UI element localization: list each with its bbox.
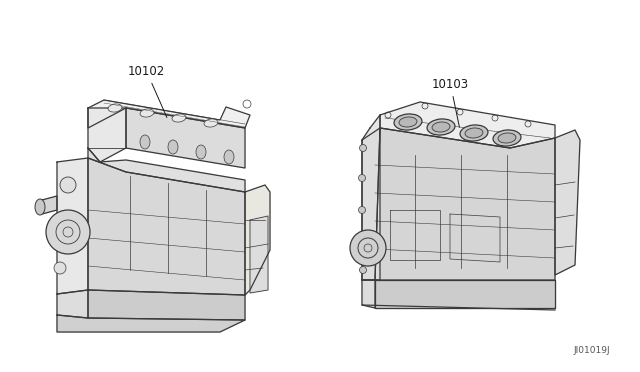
Polygon shape: [88, 158, 245, 295]
Ellipse shape: [465, 128, 483, 138]
Ellipse shape: [498, 133, 516, 143]
Ellipse shape: [196, 145, 206, 159]
Polygon shape: [57, 315, 245, 332]
Ellipse shape: [427, 119, 455, 135]
Circle shape: [54, 262, 66, 274]
Ellipse shape: [172, 114, 186, 122]
Polygon shape: [57, 290, 88, 318]
Circle shape: [358, 174, 365, 182]
Circle shape: [350, 230, 386, 266]
Polygon shape: [375, 128, 555, 280]
Polygon shape: [88, 148, 245, 192]
Ellipse shape: [460, 125, 488, 141]
Polygon shape: [362, 280, 375, 308]
Ellipse shape: [204, 119, 218, 127]
Text: JI01019J: JI01019J: [573, 346, 610, 355]
Polygon shape: [88, 108, 126, 162]
Circle shape: [46, 210, 90, 254]
Polygon shape: [88, 290, 245, 320]
Polygon shape: [88, 100, 250, 128]
Polygon shape: [380, 102, 555, 148]
Ellipse shape: [432, 122, 450, 132]
Ellipse shape: [399, 117, 417, 127]
Polygon shape: [126, 108, 245, 168]
Circle shape: [60, 177, 76, 193]
Polygon shape: [250, 216, 268, 293]
Polygon shape: [375, 280, 555, 308]
Ellipse shape: [140, 135, 150, 149]
Polygon shape: [245, 185, 270, 295]
Circle shape: [360, 144, 367, 151]
Polygon shape: [362, 128, 380, 280]
Ellipse shape: [35, 199, 45, 215]
Ellipse shape: [108, 104, 122, 112]
Polygon shape: [57, 158, 88, 294]
Polygon shape: [555, 130, 580, 275]
Circle shape: [360, 266, 367, 273]
Text: 10103: 10103: [432, 78, 469, 127]
Polygon shape: [42, 196, 57, 214]
Ellipse shape: [394, 114, 422, 130]
Text: 10102: 10102: [128, 65, 167, 118]
Ellipse shape: [168, 140, 178, 154]
Circle shape: [358, 206, 365, 214]
Ellipse shape: [493, 130, 521, 146]
Ellipse shape: [224, 150, 234, 164]
Ellipse shape: [140, 109, 154, 117]
Polygon shape: [362, 115, 380, 280]
